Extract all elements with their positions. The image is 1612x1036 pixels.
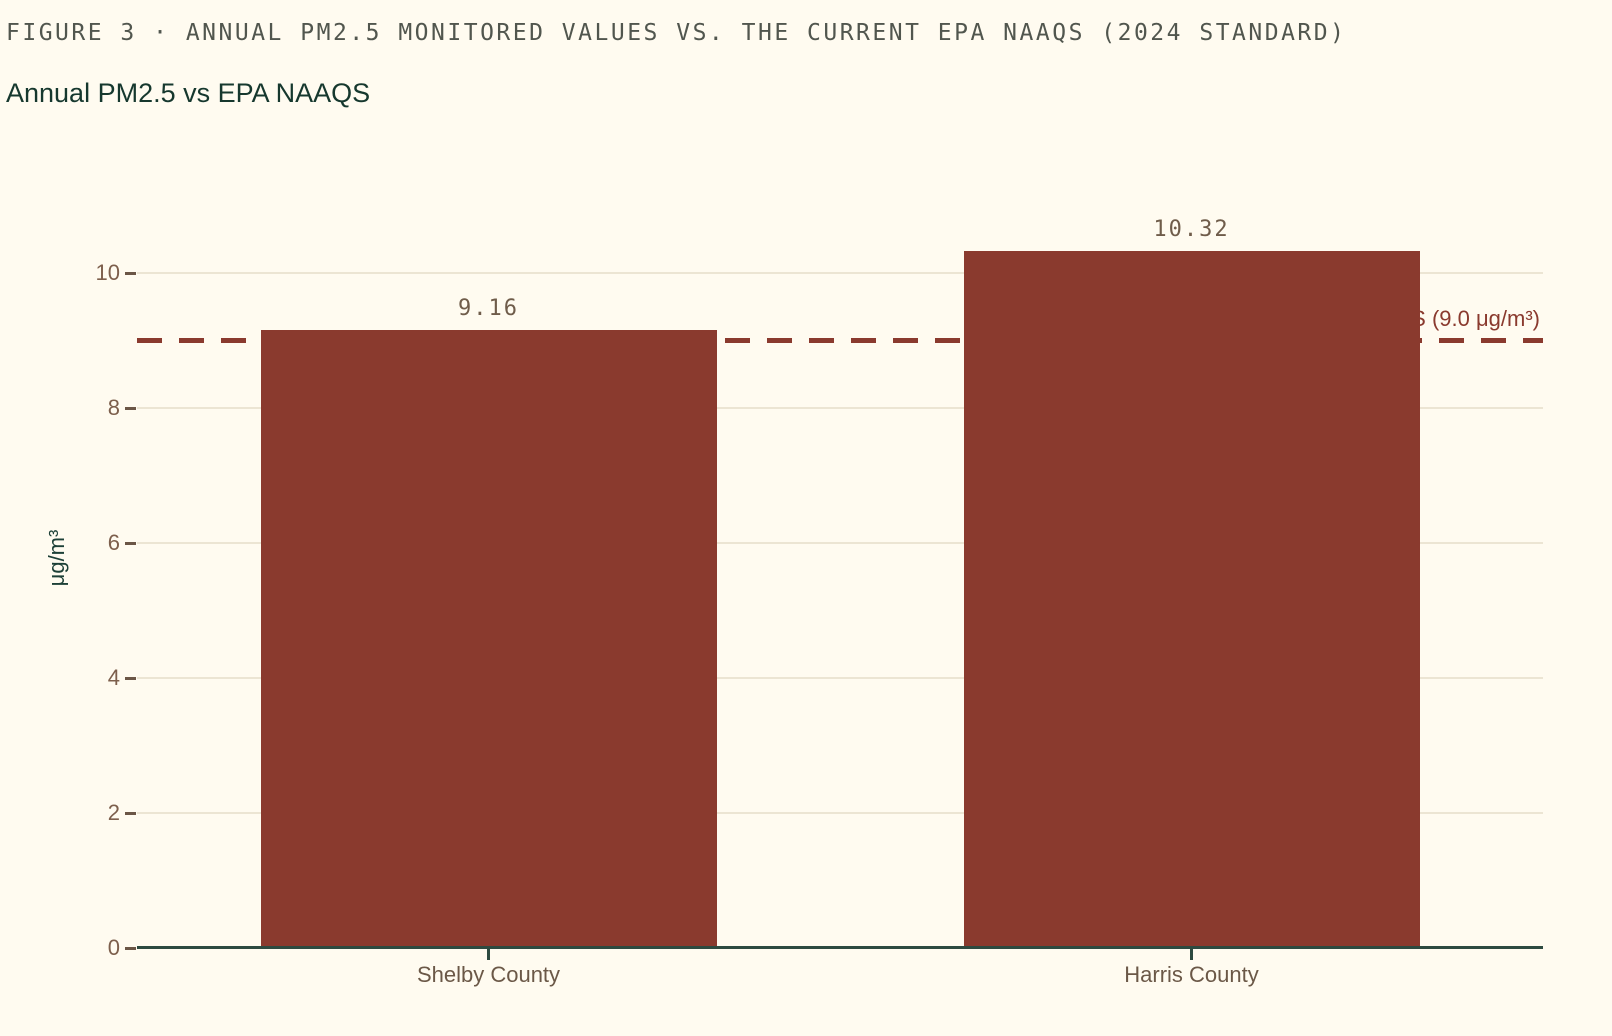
bar-harris-county — [963, 251, 1420, 948]
y-tick-mark — [125, 541, 136, 545]
x-tick-mark — [1190, 949, 1193, 960]
y-tick-mark — [125, 676, 136, 680]
bar-shelby-county — [260, 329, 717, 948]
y-tick-label: 6 — [107, 530, 120, 555]
y-tick-label: 8 — [107, 395, 120, 420]
y-tick-label: 0 — [107, 935, 120, 960]
y-tick-mark — [125, 406, 136, 410]
y-tick-mark — [125, 946, 136, 950]
x-category-label: Shelby County — [416, 962, 561, 987]
y-tick-label: 2 — [107, 800, 120, 825]
x-axis-line — [137, 946, 1543, 949]
x-tick-mark — [487, 949, 490, 960]
y-tick-mark — [125, 271, 136, 275]
gridline — [137, 677, 1543, 679]
figure-heading: FIGURE 3 · ANNUAL PM2.5 MONITORED VALUES… — [6, 20, 1347, 46]
x-category-label: Harris County — [1124, 962, 1259, 987]
chart-title: Annual PM2.5 vs EPA NAAQS — [6, 78, 371, 108]
naaqs-reference-line — [137, 338, 1543, 343]
y-tick-label: 10 — [95, 260, 120, 285]
bar-value-label: 10.32 — [1153, 217, 1230, 243]
gridline — [137, 812, 1543, 814]
gridline — [137, 407, 1543, 409]
bar-value-label: 9.16 — [458, 295, 519, 321]
gridline — [137, 542, 1543, 544]
y-axis-label: μg/m³ — [44, 529, 69, 587]
gridline — [137, 272, 1543, 274]
y-tick-label: 4 — [107, 665, 120, 690]
y-tick-mark — [125, 811, 136, 815]
